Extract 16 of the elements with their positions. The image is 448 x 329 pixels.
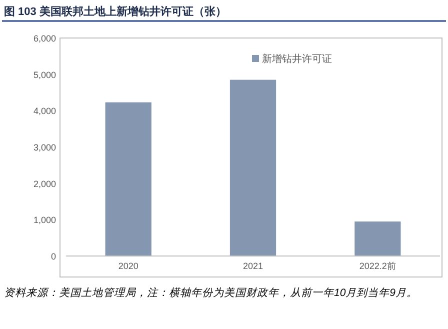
legend-label: 新增钻井许可证 [262,53,332,65]
y-tick-label: 5,000 [33,70,56,80]
bar [105,102,152,256]
y-tick-label: 4,000 [33,106,56,116]
x-tick-label: 2022.2前 [359,261,396,271]
y-tick-label: 6,000 [33,34,56,44]
y-tick-label: 0 [50,252,56,262]
chart-title: 图 103 美国联邦土地上新增钻井许可证（张） [4,5,226,18]
y-tick-label: 1,000 [33,215,56,226]
bar [354,221,401,256]
bar [230,80,276,256]
x-tick-label: 2021 [242,261,264,271]
text: 资料来源：美国土地管理局，注：横轴年份为美国财政年，从前一年10月到当年9月。 [4,287,418,299]
x-tick-label: 2020 [118,261,138,271]
y-tick-label: 2,000 [33,178,56,189]
y-tick-label: 3,000 [33,142,56,152]
